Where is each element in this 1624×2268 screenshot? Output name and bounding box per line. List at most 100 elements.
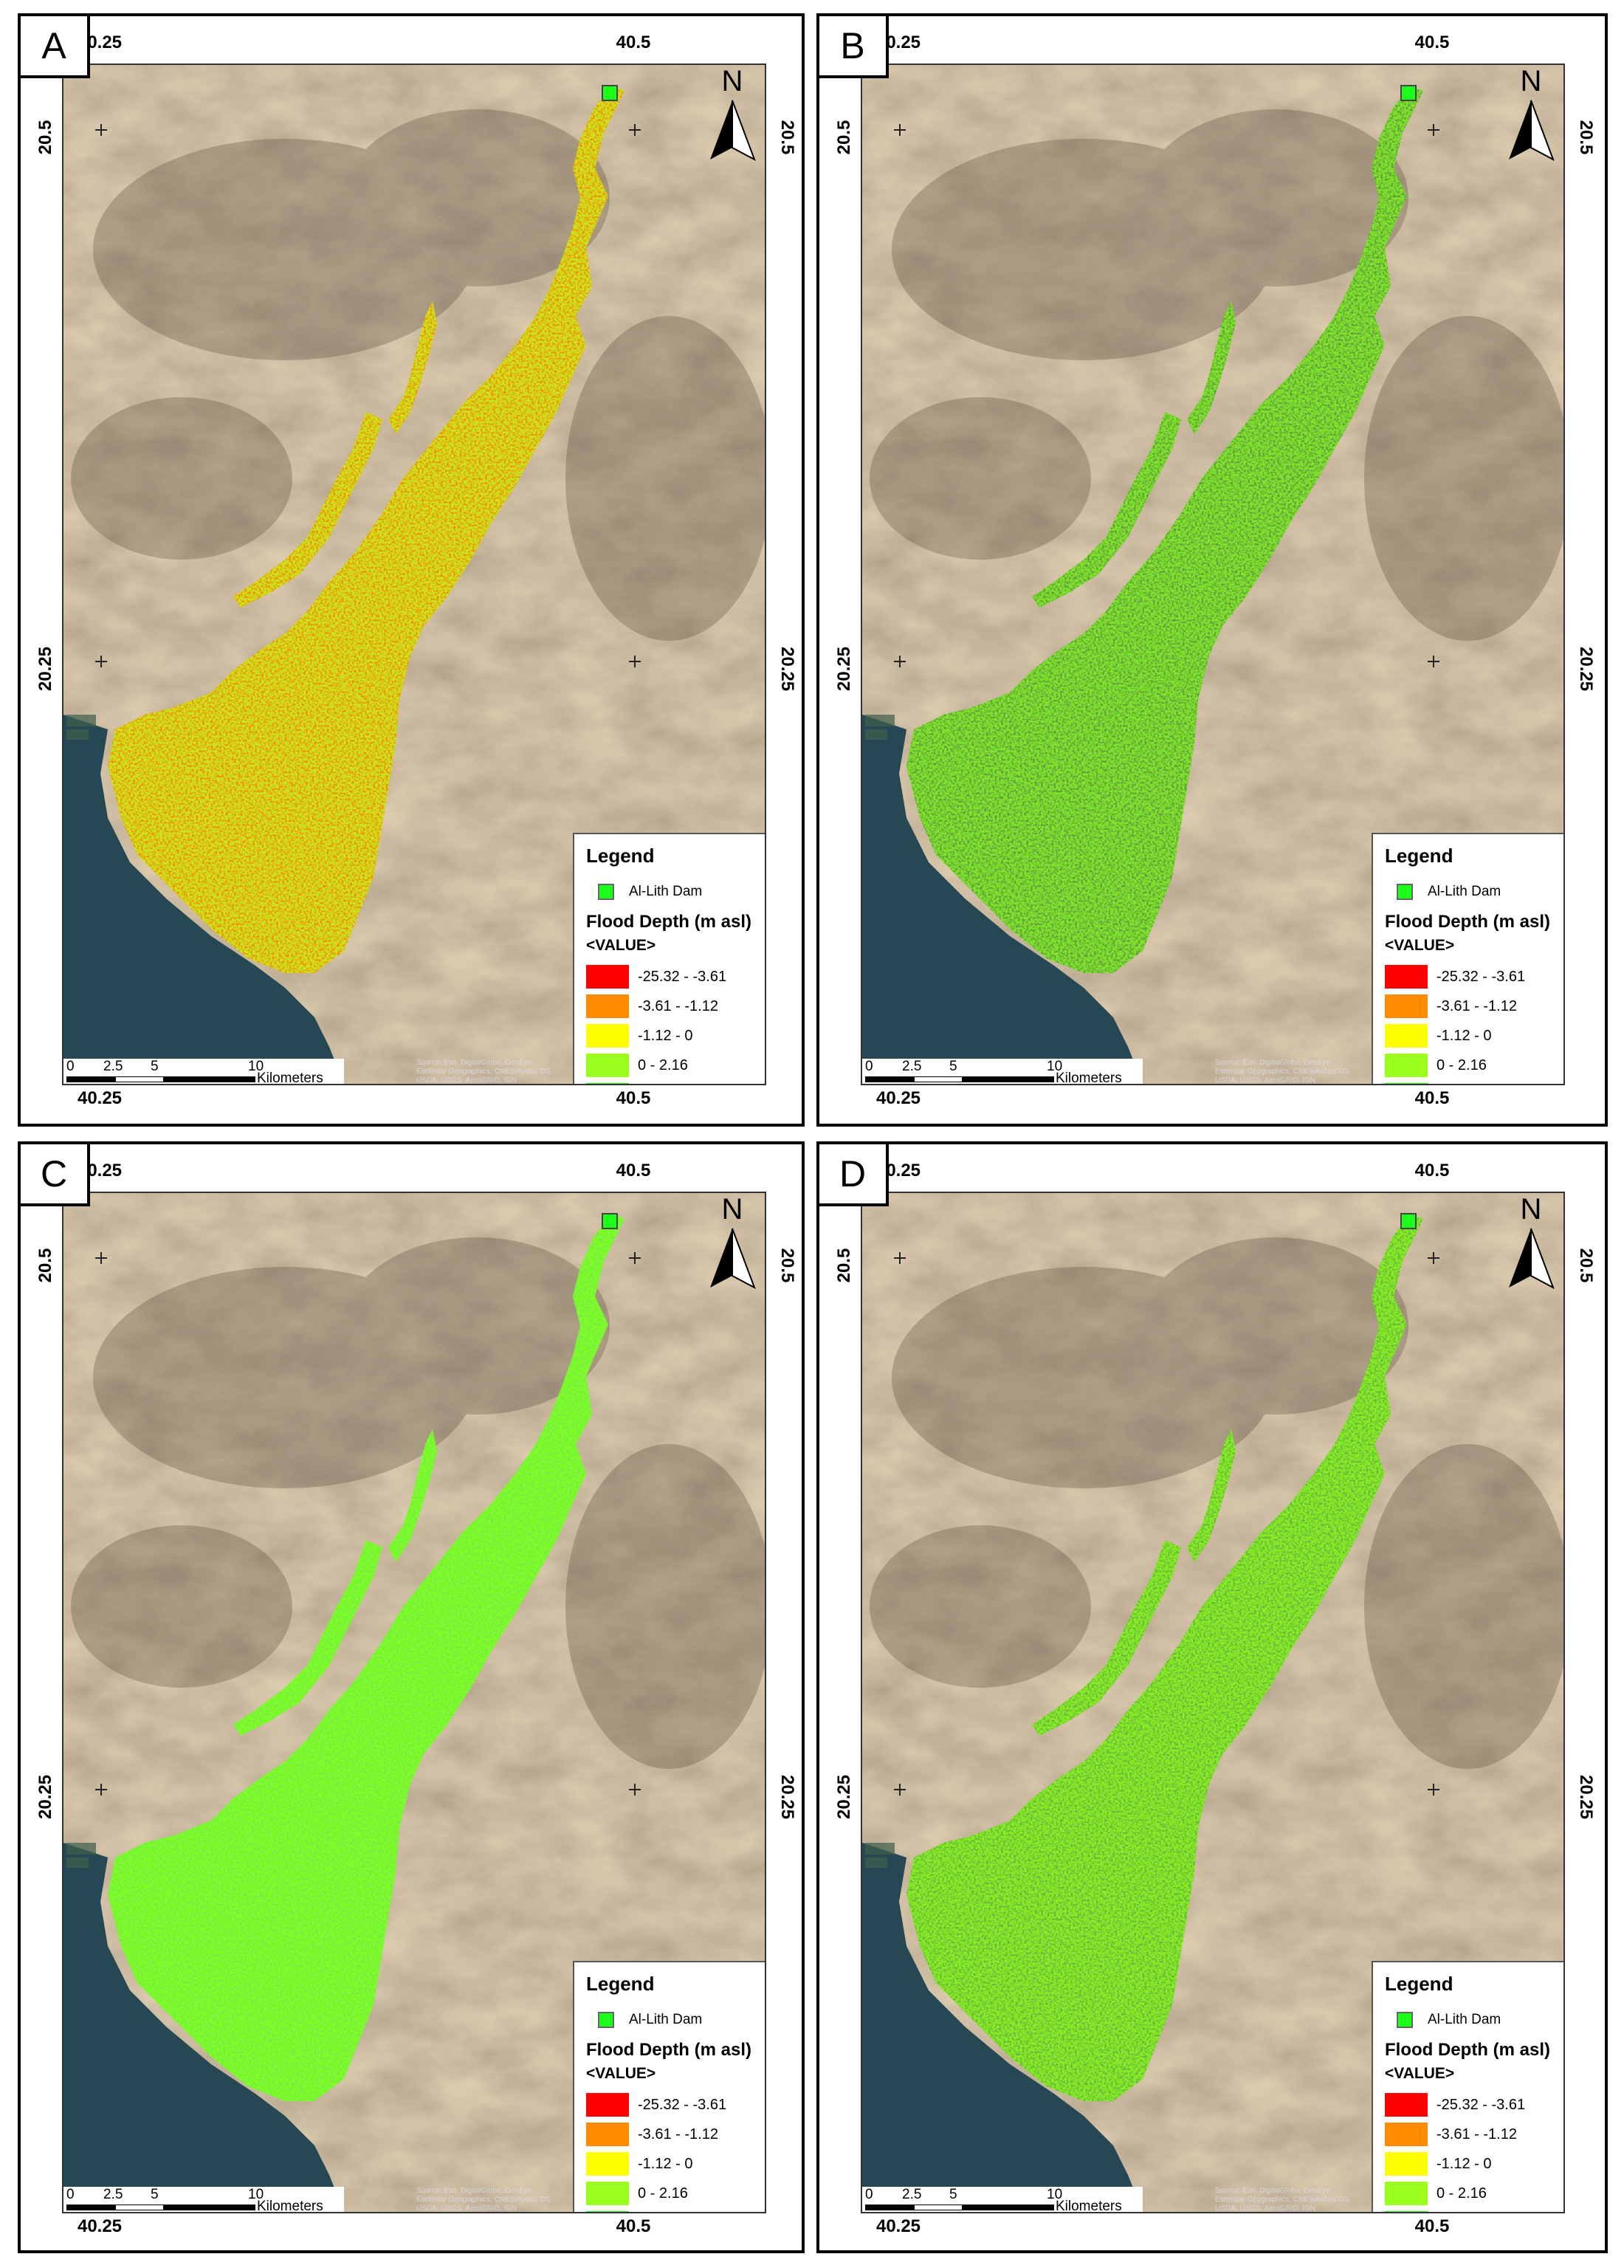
lon-tick-right-bottom: 40.5 [616,1088,651,1108]
lat-tick-bottom-right: 20.25 [1576,647,1596,692]
legend-class-row: 2.16 - 14.5 [586,2208,765,2212]
scale-tick-2-5: 2.5 [103,1059,123,1074]
lat-tick-top-left: 20.5 [35,120,55,155]
legend-class-swatch [586,2182,629,2205]
scale-unit: Kilometers [1056,1071,1122,1085]
legend-class-swatch [586,2152,629,2176]
legend-class-label: -25.32 - -3.61 [1437,968,1526,985]
legend-class-label: 0 - 2.16 [1437,2185,1487,2202]
map-canvas [862,1193,1563,2212]
map-legend: Legend Al-Lith Dam Flood Depth (m asl) <… [1372,833,1563,1084]
legend-class-row: -1.12 - 0 [1385,2149,1563,2179]
lon-tick-left-bottom: 40.25 [875,2216,921,2236]
al-lith-dam-marker [1400,85,1417,101]
scale-tick-0: 0 [865,1059,873,1074]
legend-class-label: -3.61 - -1.12 [638,997,718,1014]
scale-bar: 0 2.5 5 10 Kilometers [862,1059,1143,1084]
legend-class-row: 2.16 - 14.5 [586,1080,765,1084]
scale-unit: Kilometers [257,2199,323,2213]
dam-swatch [1397,2012,1413,2028]
north-arrow-icon [1509,1228,1555,1290]
dam-swatch [598,884,614,900]
lon-tick-left-bottom: 40.25 [77,1088,123,1108]
legend-class-row: 0 - 2.16 [1385,1051,1563,1080]
lat-tick-bottom-right: 20.25 [1576,1775,1596,1820]
legend-dam-row: Al-Lith Dam [586,878,765,906]
map-panel-c: C 40.25 40.5 40.25 40.5 20.5 20.25 20.5 … [18,1141,805,2253]
satellite-map: N Legend Al-Lith Dam Flood Depth (m asl)… [62,63,766,1085]
map-legend: Legend Al-Lith Dam Flood Depth (m asl) <… [573,833,765,1084]
legend-class-row: -25.32 - -3.61 [1385,962,1563,992]
north-arrow-icon [1509,100,1555,162]
legend-class-label: 0 - 2.16 [638,1056,688,1073]
lon-tick-right-top: 40.5 [1414,1161,1450,1181]
lat-tick-bottom-right: 20.25 [777,1775,797,1820]
legend-depth-title: Flood Depth (m asl) [1385,912,1550,932]
satellite-map: N Legend Al-Lith Dam Flood Depth (m asl)… [62,1192,766,2213]
legend-class-row: -3.61 - -1.12 [1385,992,1563,1021]
panel-letter: B [819,16,889,78]
panel-letter: A [21,16,90,78]
legend-depth-title: Flood Depth (m asl) [586,912,751,932]
map-attribution: Source: Esri, DigitalGlobe, GeoEye, Eart… [1215,1059,1351,1085]
legend-value-label: <VALUE> [586,2065,656,2082]
lon-tick-left-bottom: 40.25 [77,2216,123,2236]
lon-tick-right-bottom: 40.5 [1414,2216,1450,2236]
map-canvas [862,65,1563,1084]
lat-tick-top-right: 20.5 [777,1248,797,1283]
legend-value-label: <VALUE> [586,937,656,954]
north-arrow: N [1501,65,1561,176]
scale-tick-5: 5 [949,1059,957,1074]
lat-tick-bottom-left: 20.25 [834,646,854,691]
legend-class-label: -1.12 - 0 [638,1027,693,1044]
legend-class-label: -3.61 - -1.12 [1437,2126,1517,2142]
legend-class-swatch [1385,1083,1428,1084]
scale-tick-10: 10 [248,1059,264,1074]
legend-dam-row: Al-Lith Dam [1385,2006,1563,2034]
satellite-map: N Legend Al-Lith Dam Flood Depth (m asl)… [861,63,1565,1085]
map-panel-d: D 40.25 40.5 40.25 40.5 20.5 20.25 20.5 … [816,1141,1608,2253]
lon-tick-left-bottom: 40.25 [875,1088,921,1108]
legend-depth-title: Flood Depth (m asl) [1385,2040,1550,2060]
scale-tick-5: 5 [151,1059,159,1074]
lon-tick-right-top: 40.5 [1414,32,1450,52]
lat-tick-bottom-left: 20.25 [35,1774,55,1819]
legend-class-row: 0 - 2.16 [1385,2179,1563,2208]
lat-tick-top-left: 20.5 [834,120,854,155]
map-attribution: Source: Esri, DigitalGlobe, GeoEye, Eart… [416,1059,552,1085]
legend-dam-row: Al-Lith Dam [586,2006,765,2034]
legend-class-label: 0 - 2.16 [638,2185,688,2202]
legend-class-swatch [1385,2182,1428,2205]
lon-tick-right-top: 40.5 [616,32,651,52]
legend-class-swatch [586,965,629,989]
legend-class-swatch [586,1054,629,1077]
lat-tick-top-right: 20.5 [1576,120,1596,155]
legend-class-label: -3.61 - -1.12 [638,2126,718,2142]
legend-class-swatch [1385,965,1428,989]
legend-dam-label: Al-Lith Dam [629,884,703,899]
lat-tick-bottom-left: 20.25 [35,646,55,691]
north-arrow: N [703,65,762,176]
legend-class-label: -25.32 - -3.61 [1437,2096,1526,2113]
legend-class-label: 0 - 2.16 [1437,1056,1487,1073]
legend-class-row: -25.32 - -3.61 [1385,2090,1563,2120]
lat-tick-top-right: 20.5 [777,120,797,155]
legend-class-swatch [586,2211,629,2212]
legend-title: Legend [586,1973,655,1995]
al-lith-dam-marker [602,1213,618,1229]
legend-class-swatch [586,2093,629,2117]
graticule-crosses [894,1252,1439,1796]
scale-unit: Kilometers [1056,2199,1122,2213]
legend-class-label: -1.12 - 0 [1437,1027,1492,1044]
legend-class-row: -1.12 - 0 [1385,1021,1563,1051]
scale-tick-2-5: 2.5 [902,2187,922,2202]
legend-class-swatch [1385,994,1428,1018]
al-lith-dam-marker [602,85,618,101]
legend-class-row: -1.12 - 0 [586,1021,765,1051]
north-arrow: N [1501,1193,1561,1304]
legend-value-label: <VALUE> [1385,937,1455,954]
scale-tick-5: 5 [151,2187,159,2202]
legend-class-swatch [1385,2123,1428,2146]
legend-dam-label: Al-Lith Dam [1428,884,1501,899]
legend-class-label: -1.12 - 0 [1437,2155,1492,2172]
